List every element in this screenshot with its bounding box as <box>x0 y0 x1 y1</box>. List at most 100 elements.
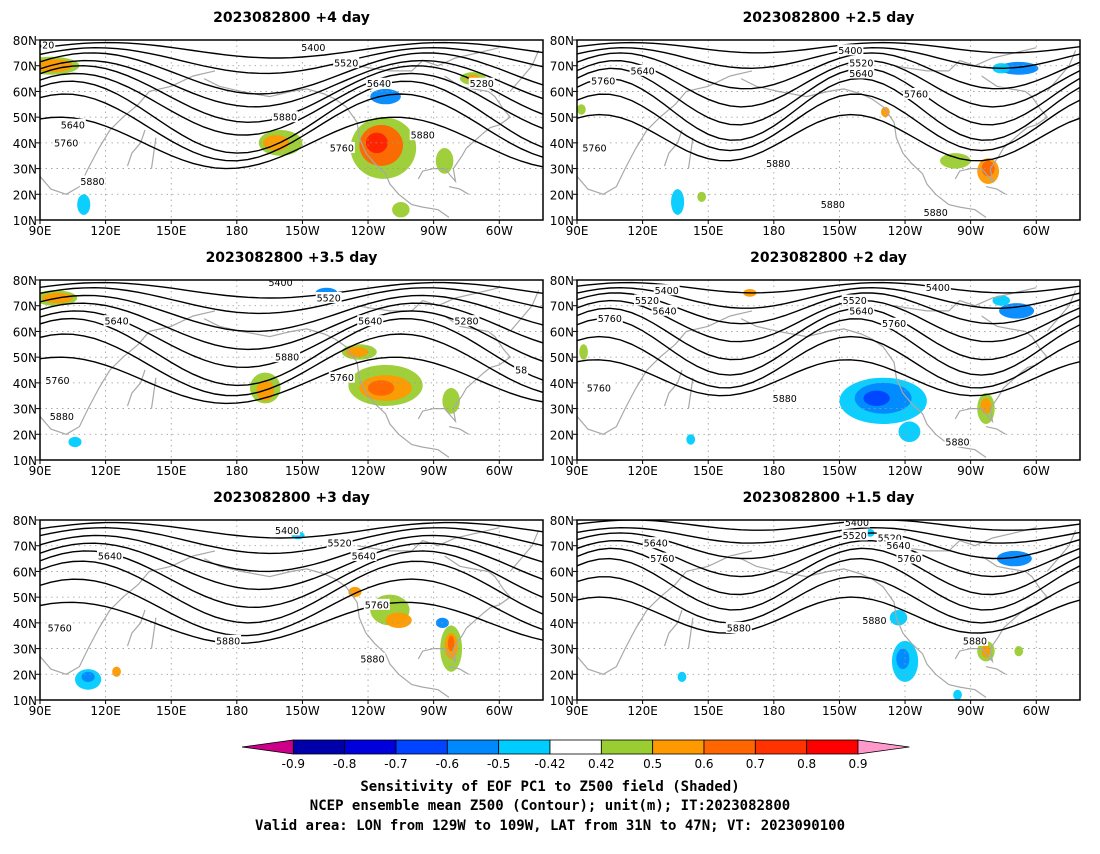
lon-tick-label: 120E <box>90 704 121 718</box>
coastline <box>40 70 216 195</box>
contour-label: 5400 <box>301 43 325 54</box>
lat-tick-label: 30N <box>550 163 574 177</box>
contour-label-bg <box>885 539 912 551</box>
coastline <box>663 609 683 647</box>
z500-contour <box>40 317 543 387</box>
sensitivity-shading <box>442 388 460 414</box>
contour-label: 5880 <box>727 624 751 635</box>
lon-tick-label: 180 <box>762 464 785 478</box>
lon-tick-label: 120W <box>351 464 386 478</box>
lon-tick-label: 60W <box>1023 704 1050 718</box>
coastline <box>448 426 469 435</box>
contour-label-bg <box>848 57 875 69</box>
contour-label-bg <box>271 111 298 123</box>
colorbar-label: 0.6 <box>694 757 713 771</box>
contour-label: 5880 <box>862 616 886 627</box>
lat-tick-label: 70N <box>13 540 37 554</box>
sensitivity-shading <box>112 666 121 677</box>
lat-tick-label: 80N <box>550 34 574 48</box>
colorbar-label: 0.5 <box>643 757 662 771</box>
coastline <box>577 550 753 675</box>
lat-tick-label: 80N <box>550 514 574 528</box>
lat-tick-label: 70N <box>550 60 574 74</box>
contour-label: 5880 <box>821 200 845 211</box>
contour-label: 5520 <box>317 294 341 305</box>
contour-label: 5520 <box>843 531 867 542</box>
lat-tick-label: 50N <box>550 351 574 365</box>
coastline <box>740 78 987 218</box>
contour-label-bg <box>841 529 868 541</box>
sensitivity-shading <box>671 189 685 215</box>
contour-label: 5760 <box>882 319 906 330</box>
contour-label-bg <box>350 550 377 561</box>
contour-label-bg <box>96 550 123 561</box>
lon-tick-label: 180 <box>225 464 248 478</box>
z500-contour <box>40 526 543 555</box>
coastline <box>40 310 216 435</box>
lon-tick-label: 60W <box>1023 464 1050 478</box>
z500-contour <box>40 294 543 333</box>
contour-label-bg <box>590 75 617 87</box>
contour-label: 5760 <box>650 554 674 565</box>
colorbar-label: 0.8 <box>797 757 816 771</box>
contour-label: 5520 <box>635 296 659 307</box>
colorbar: -0.9 -0.8 -0.7 -0.6 -0.5 -0.42 0.42 0.5 0.6 0.7 0.… <box>241 739 910 771</box>
contour-label-bg <box>819 198 846 210</box>
contour-label-bg <box>46 622 73 633</box>
z500-contour <box>577 52 1080 90</box>
map-background <box>40 520 543 700</box>
sensitivity-shading <box>370 88 401 105</box>
contour-label: 5880 <box>216 636 240 647</box>
coastline <box>417 75 512 184</box>
contour-label-bg <box>924 281 951 293</box>
coastline <box>126 129 146 167</box>
contour-label: 5880 <box>411 131 435 142</box>
colorbar-box <box>549 739 602 755</box>
sensitivity-shading <box>435 148 454 174</box>
sensitivity-shading <box>686 434 696 445</box>
contour-label-bg <box>267 280 294 288</box>
lon-tick-label: 90E <box>29 464 52 478</box>
lat-tick-label: 10N <box>550 694 574 708</box>
panel-title: 2023082800 +1.5 day <box>743 490 915 506</box>
coastline <box>954 555 1049 664</box>
contour-label: 5760 <box>45 376 69 387</box>
z500-contour <box>577 281 1080 294</box>
contour-label-bg <box>333 57 360 69</box>
colorbar-box <box>292 739 346 755</box>
lat-tick-label: 80N <box>550 274 574 288</box>
contour-label-bg <box>962 634 989 646</box>
contour-label: 5640 <box>849 306 873 317</box>
contour-label-bg <box>40 40 56 51</box>
contour-label-bg <box>514 364 529 375</box>
lon-tick-label: 90E <box>29 704 52 718</box>
contour-label-bg <box>848 67 875 79</box>
lat-tick-label: 20N <box>550 428 574 442</box>
coastline <box>985 186 1006 195</box>
lon-tick-label: 180 <box>762 704 785 718</box>
contour-label-bg <box>53 136 80 148</box>
contour-label: 5400 <box>926 283 950 294</box>
lat-tick-label: 10N <box>13 454 37 468</box>
z500-contour <box>40 286 543 315</box>
lat-tick-label: 20N <box>13 668 37 682</box>
contour-label-bg <box>848 304 875 316</box>
z500-contour <box>40 521 543 539</box>
contour-label: 5880 <box>50 412 74 423</box>
lon-tick-label: 120E <box>627 464 658 478</box>
contour-label-bg <box>861 614 888 626</box>
sensitivity-shading <box>579 344 588 360</box>
z500-contour <box>40 93 543 162</box>
z500-contour <box>40 550 543 609</box>
coastline <box>663 129 683 167</box>
contour-label: 5880 <box>360 654 384 665</box>
lat-tick-label: 10N <box>550 214 574 228</box>
contour-label: 5520 <box>328 539 352 550</box>
coastline <box>150 137 157 169</box>
lat-tick-label: 40N <box>13 377 37 391</box>
lat-tick-label: 40N <box>550 377 574 391</box>
